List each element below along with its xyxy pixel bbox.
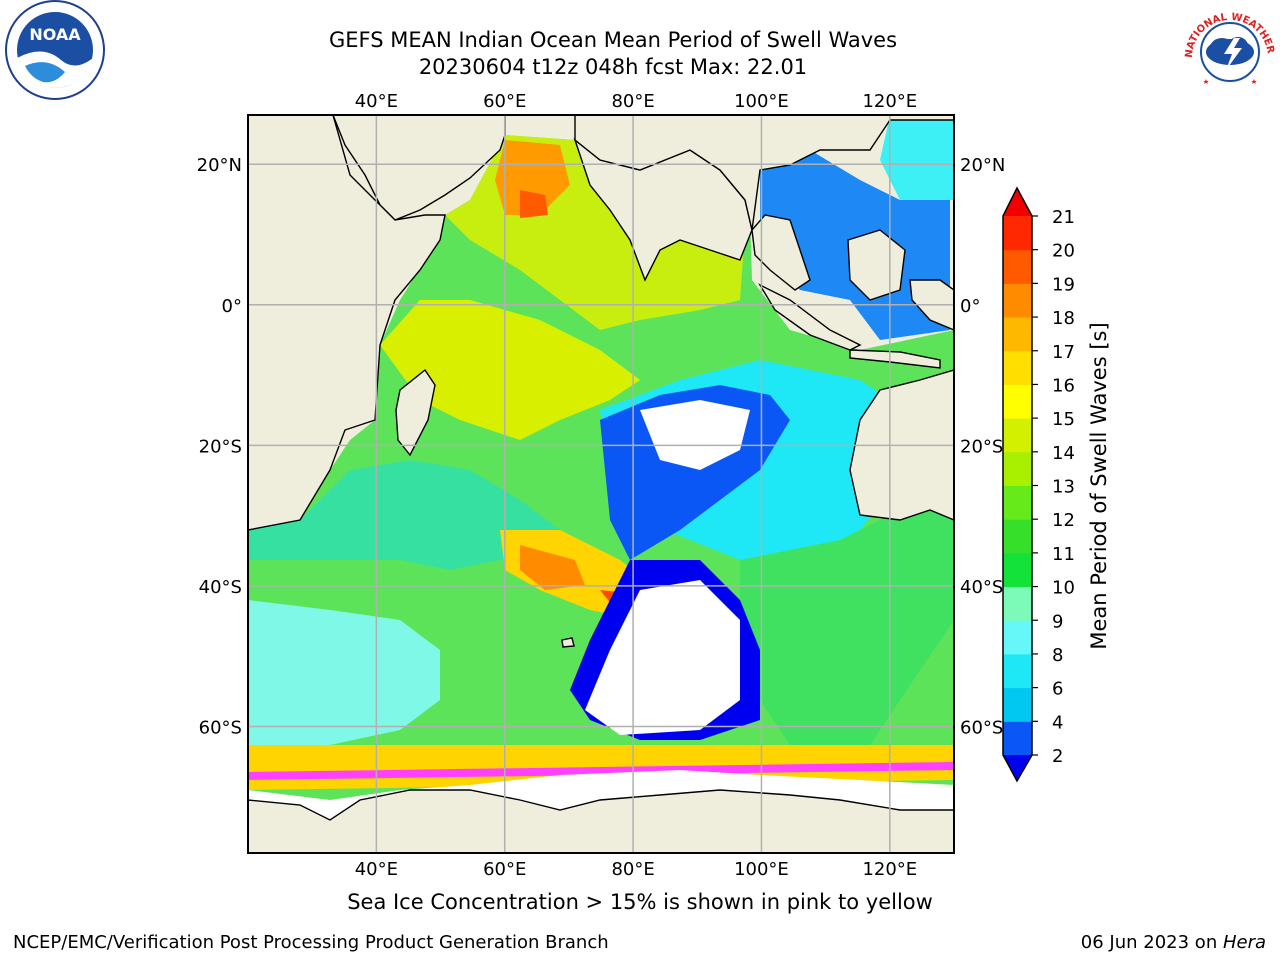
colorbar-tick-label: 18 [1052, 308, 1075, 329]
colorbar-tick-label: 14 [1052, 443, 1075, 464]
field-roaring-forties-orange [520, 545, 585, 590]
colorbar-segment [1003, 216, 1032, 251]
colorbar-segment [1003, 350, 1032, 385]
colorbar-segment [1003, 384, 1032, 419]
land-indochina [751, 214, 811, 291]
field-southeast-green [740, 510, 954, 760]
land-africa [248, 115, 446, 531]
lon-label-bottom: 120°E [862, 859, 917, 880]
lat-label-right: 20°N [960, 155, 1005, 176]
colorbar-tick-label: 13 [1052, 477, 1075, 498]
colorbar-segment [1003, 249, 1032, 284]
colorbar-ticks: 2 4 6 8 9 10 11 12 13 14 15 16 17 18 19 20 21 [1032, 207, 1075, 767]
colorbar-segment [1003, 317, 1032, 352]
colorbar-tick-label: 6 [1052, 679, 1063, 700]
colorbar-segment [1003, 418, 1032, 453]
colorbar-tick-label: 15 [1052, 409, 1075, 430]
field-southern-white [585, 580, 740, 735]
colorbar-segment [1003, 485, 1032, 520]
lon-label-bottom: 40°E [355, 859, 398, 880]
colorbar-label: Mean Period of Swell Waves [s] [1087, 322, 1111, 649]
colorbar-tick-label: 17 [1052, 342, 1075, 363]
lon-label-bottom: 100°E [734, 859, 789, 880]
colorbar-segments [1003, 216, 1032, 756]
lon-label-top: 40°E [355, 91, 398, 112]
map-frame [247, 114, 955, 854]
lon-labels-bottom: 40°E 60°E 80°E 100°E 120°E [355, 859, 917, 880]
lat-label-left: 20°N [197, 155, 242, 176]
colorbar-segment [1003, 586, 1032, 621]
colorbar-segment [1003, 653, 1032, 689]
field-arabian-peak-orange [495, 140, 570, 215]
land-antarctica [248, 789, 954, 853]
land-borneo [847, 229, 906, 301]
credit-machine: Hera [1222, 932, 1266, 953]
lon-label-top: 80°E [611, 91, 654, 112]
credit-date-text: 06 Jun 2023 on [1080, 932, 1223, 953]
lon-label-top: 60°E [483, 91, 526, 112]
colorbar-segment [1003, 687, 1032, 722]
coastlines [248, 115, 954, 853]
colorbar-tick-label: 10 [1052, 578, 1075, 599]
colorbar-tick-label: 12 [1052, 510, 1075, 531]
lat-label-left: 20°S [199, 436, 242, 457]
field-central-yellow [380, 300, 640, 440]
colorbar-tick-label: 11 [1052, 544, 1075, 565]
field-pacific-cyan [880, 115, 954, 200]
field-calm-zone-white [640, 400, 750, 470]
colorbar-tick-label: 21 [1052, 207, 1075, 228]
colorbar-tick-label: 20 [1052, 241, 1075, 262]
colorbar-segment [1003, 519, 1032, 554]
credit-organization: NCEP/EMC/Verification Post Processing Pr… [13, 932, 609, 953]
colorbar-segment [1003, 283, 1032, 318]
colorbar-segment [1003, 620, 1032, 655]
credit-date: 06 Jun 2023 on Hera [1081, 932, 1266, 953]
colorbar-tick-label: 8 [1052, 645, 1063, 666]
lat-label-left: 0° [222, 296, 242, 317]
sea-ice-caption: Sea Ice Concentration > 15% is shown in … [347, 890, 933, 914]
colorbar-under-triangle [1003, 755, 1032, 781]
field-ice-edge-pink [248, 762, 954, 780]
lat-label-right: 40°S [960, 577, 1003, 598]
lat-label-left: 40°S [199, 577, 242, 598]
map-plot-area [248, 115, 954, 853]
field-southwest-cyan [248, 460, 560, 570]
colorbar-segment [1003, 451, 1032, 486]
lat-label-right: 20°S [960, 436, 1003, 457]
swell-period-field [248, 115, 954, 853]
lon-labels-top: 40°E 60°E 80°E 100°E 120°E [355, 91, 917, 112]
colorbar-tick-label: 16 [1052, 375, 1075, 396]
colorbar: 2 4 6 8 9 10 11 12 13 14 15 16 17 18 19 20 21 Mean Perio… [1002, 186, 1111, 783]
colorbar-over-triangle [1003, 188, 1032, 216]
lon-label-bottom: 80°E [611, 859, 654, 880]
land-java [849, 349, 941, 369]
colorbar-segment [1003, 552, 1032, 588]
noaa-logo: NOAA [5, 0, 105, 100]
colorbar-tick-label: 19 [1052, 274, 1075, 295]
lat-labels-left: 20°N 0° 20°S 40°S 60°S [197, 155, 242, 738]
chart-subtitle: 20230604 t12z 048h fcst Max: 22.01 [418, 55, 808, 79]
lon-label-bottom: 60°E [483, 859, 526, 880]
colorbar-tick-label: 9 [1052, 611, 1063, 632]
land-kerguelen [561, 637, 575, 648]
field-south-cyan [248, 600, 440, 750]
colorbar-tick-label: 4 [1052, 712, 1063, 733]
chart-title: GEFS MEAN Indian Ocean Mean Period of Sw… [328, 28, 898, 52]
lat-label-right: 0° [960, 296, 980, 317]
nws-logo: NATIONAL WEATHER SERVICE [1180, 0, 1277, 97]
noaa-logo-text: NOAA [29, 25, 81, 44]
lat-labels-right: 20°N 0° 20°S 40°S 60°S [960, 155, 1005, 738]
lat-label-right: 60°S [960, 717, 1003, 738]
lon-label-top: 120°E [862, 91, 917, 112]
lon-label-top: 100°E [734, 91, 789, 112]
colorbar-segment [1003, 721, 1032, 756]
lat-label-left: 60°S [199, 717, 242, 738]
graticule [248, 115, 954, 853]
field-arabian-peak-red [520, 190, 548, 218]
land-madagascar [395, 368, 436, 457]
colorbar-tick-label: 2 [1052, 746, 1063, 767]
